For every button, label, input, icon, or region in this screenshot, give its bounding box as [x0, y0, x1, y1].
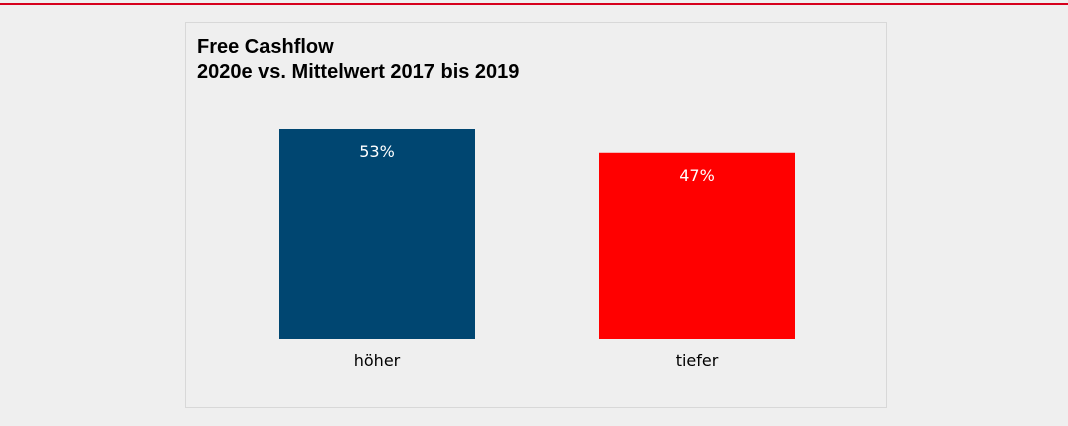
chart-title: Free Cashflow: [197, 36, 334, 58]
chart-subtitle: 2020e vs. Mittelwert 2017 bis 2019: [197, 61, 520, 83]
category-label-tiefer: tiefer: [676, 351, 719, 370]
bar-h-her: [279, 129, 475, 339]
chart-card: Free Cashflow 2020e vs. Mittelwert 2017 …: [185, 22, 887, 408]
bar-value-label-h-her: 53%: [359, 142, 395, 161]
bar-value-label-tiefer: 47%: [679, 166, 715, 185]
chart-title-block: Free Cashflow 2020e vs. Mittelwert 2017 …: [197, 35, 519, 85]
category-label-h-her: höher: [354, 351, 401, 370]
bar-tiefer: [599, 152, 795, 339]
bar-chart: 53% höher 47% tiefer: [279, 129, 795, 370]
top-accent-rule: [0, 3, 1068, 5]
